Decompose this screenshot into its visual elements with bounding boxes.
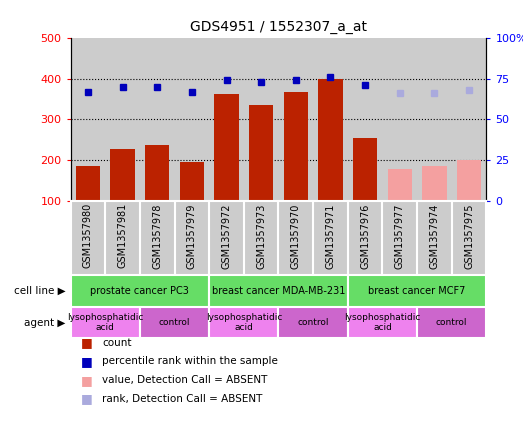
Bar	[417, 307, 486, 338]
Bar	[214, 94, 238, 201]
Bar	[110, 149, 135, 201]
Text: breast cancer MDA-MB-231: breast cancer MDA-MB-231	[212, 286, 345, 296]
Bar	[71, 307, 140, 338]
Text: GSM1357971: GSM1357971	[325, 203, 335, 269]
Bar	[180, 162, 204, 201]
Text: GSM1357973: GSM1357973	[256, 203, 266, 269]
Text: control: control	[298, 318, 329, 327]
Text: prostate cancer PC3: prostate cancer PC3	[90, 286, 189, 296]
Text: ■: ■	[81, 393, 93, 406]
Text: control: control	[436, 318, 468, 327]
Text: GSM1357981: GSM1357981	[118, 203, 128, 269]
Bar	[348, 307, 417, 338]
Text: GSM1357972: GSM1357972	[222, 203, 232, 269]
Text: breast cancer MCF7: breast cancer MCF7	[368, 286, 466, 296]
Text: ■: ■	[81, 355, 93, 368]
Bar	[71, 275, 209, 307]
Text: GSM1357976: GSM1357976	[360, 203, 370, 269]
Bar	[145, 145, 169, 201]
Title: GDS4951 / 1552307_a_at: GDS4951 / 1552307_a_at	[190, 20, 367, 34]
Bar	[353, 138, 377, 201]
Bar	[388, 169, 412, 201]
Text: count: count	[102, 338, 131, 348]
Text: GSM1357975: GSM1357975	[464, 203, 474, 269]
Text: agent ▶: agent ▶	[24, 318, 65, 327]
Text: percentile rank within the sample: percentile rank within the sample	[102, 357, 278, 366]
Text: GSM1357978: GSM1357978	[152, 203, 162, 269]
Text: lysophosphatidic
acid: lysophosphatidic acid	[67, 313, 143, 332]
Bar	[457, 160, 481, 201]
Text: lysophosphatidic
acid: lysophosphatidic acid	[206, 313, 282, 332]
Text: control: control	[159, 318, 190, 327]
Text: lysophosphatidic
acid: lysophosphatidic acid	[344, 313, 420, 332]
Text: ■: ■	[81, 336, 93, 349]
Text: GSM1357974: GSM1357974	[429, 203, 439, 269]
Text: GSM1357977: GSM1357977	[395, 203, 405, 269]
Text: GSM1357980: GSM1357980	[83, 203, 93, 269]
Bar	[283, 92, 308, 201]
Text: GSM1357970: GSM1357970	[291, 203, 301, 269]
Bar	[209, 307, 278, 338]
Bar	[249, 105, 274, 201]
Bar	[348, 275, 486, 307]
Bar	[278, 307, 348, 338]
Bar	[422, 166, 447, 201]
Bar	[319, 79, 343, 201]
Text: value, Detection Call = ABSENT: value, Detection Call = ABSENT	[102, 375, 267, 385]
Bar	[209, 275, 348, 307]
Text: rank, Detection Call = ABSENT: rank, Detection Call = ABSENT	[102, 394, 263, 404]
Text: ■: ■	[81, 374, 93, 387]
Bar	[140, 307, 209, 338]
Bar	[76, 166, 100, 201]
Text: cell line ▶: cell line ▶	[14, 286, 65, 296]
Text: GSM1357979: GSM1357979	[187, 203, 197, 269]
